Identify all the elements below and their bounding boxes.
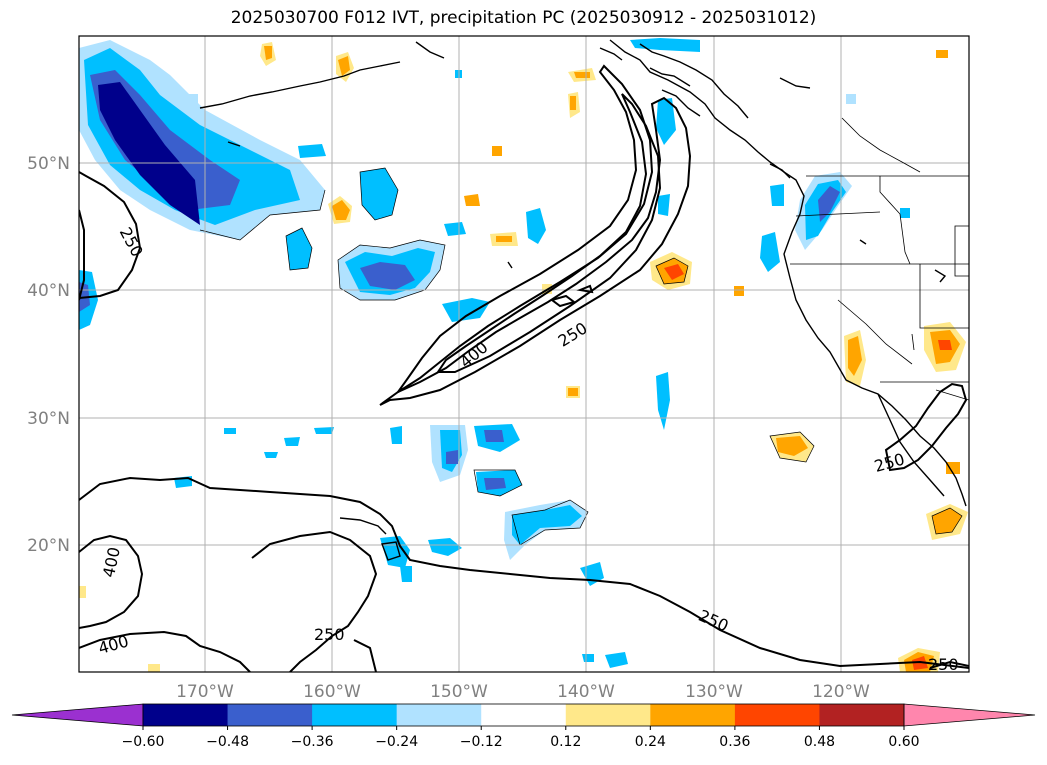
graticule: [79, 36, 969, 672]
colorbar-tick-label: −0.12: [460, 734, 503, 750]
colorbar-segment: [481, 704, 567, 726]
map-title: 2025030700 F012 IVT, precipitation PC (2…: [230, 8, 817, 28]
pc-outline-contours: [199, 167, 963, 546]
colorbar-tick-label: −0.36: [291, 734, 334, 750]
colorbar-extend-min: [11, 703, 144, 727]
colorbar-segment: [312, 704, 398, 726]
colorbar-tick-label: −0.60: [122, 734, 165, 750]
colorbar-segment: [227, 704, 313, 726]
lon-label: 130°W: [685, 682, 743, 702]
positive-pc-shading: [79, 42, 968, 672]
colorbar-outline: [142, 703, 905, 727]
colorbar-segment: [143, 704, 229, 726]
colorbar-extend-max: [903, 703, 1036, 727]
contour-label: 250: [314, 625, 345, 644]
colorbar-tick-label: 0.48: [804, 734, 835, 750]
colorbar-segment: [565, 704, 651, 726]
lat-label: 20°N: [27, 536, 70, 556]
lon-label: 150°W: [430, 682, 488, 702]
colorbar-segment: [734, 704, 820, 726]
lat-label: 30°N: [27, 409, 70, 429]
colorbar-segment: [396, 704, 482, 726]
colorbar-tick-label: −0.48: [206, 734, 249, 750]
lat-label: 40°N: [27, 281, 70, 301]
colorbar-tick-label: 0.60: [888, 734, 919, 750]
colorbar-segment: [819, 704, 905, 726]
negative-pc-shading: [79, 38, 910, 668]
lat-label: 50°N: [27, 154, 70, 174]
lon-label: 120°W: [812, 682, 870, 702]
political-borders: [790, 117, 969, 401]
colorbar-tick-label: −0.24: [375, 734, 418, 750]
ivt-contours: [79, 64, 969, 672]
longitude-labels: 170°W 160°W 150°W 140°W 130°W 120°W: [176, 682, 870, 702]
colorbar: −0.60 −0.48 −0.36 −0.24 −0.12 0.12 0.24 0.36 0.4…: [11, 703, 1036, 750]
colorbar-tick-label: 0.36: [719, 734, 750, 750]
contour-label-edge: 250: [928, 655, 959, 674]
colorbar-tick-label: 0.24: [635, 734, 666, 750]
coastlines: [199, 39, 967, 561]
colorbar-tick-label: 0.12: [550, 734, 581, 750]
colorbar-segment: [650, 704, 736, 726]
lon-label: 140°W: [557, 682, 615, 702]
lon-label: 160°W: [303, 682, 361, 702]
lon-label: 170°W: [176, 682, 234, 702]
latitude-labels: 50°N 40°N 30°N 20°N: [27, 154, 70, 556]
map-panel: 250 400 250 250 400 400 250 250: [79, 36, 969, 672]
map-frame: [78, 35, 970, 673]
